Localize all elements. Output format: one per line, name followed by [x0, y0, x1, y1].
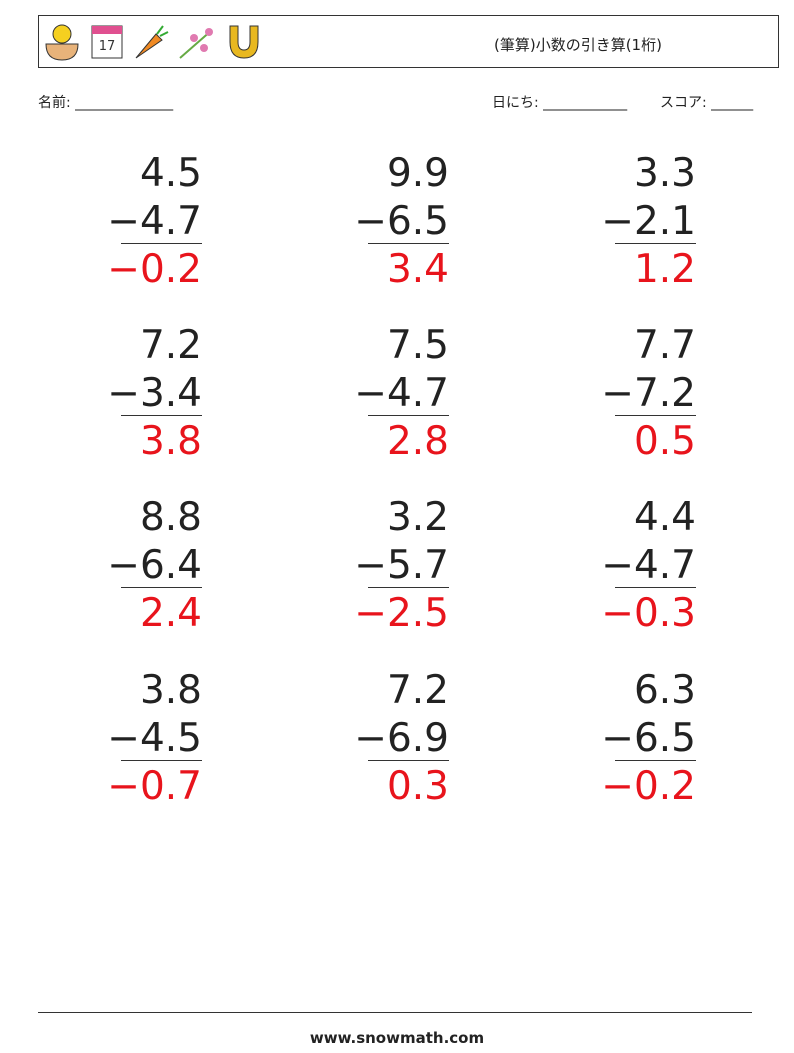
answer-rule — [368, 243, 449, 244]
answer: 2.4 — [139, 591, 202, 636]
minuend: 7.2 — [139, 323, 202, 368]
answer: −2.5 — [354, 591, 449, 636]
name-field: 名前: ______________ — [38, 95, 174, 111]
chick-icon — [52, 24, 72, 44]
subtrahend: −7.2 — [601, 371, 696, 416]
minuend: 6.3 — [633, 668, 696, 713]
minuend: 7.5 — [386, 323, 449, 368]
flower — [205, 28, 213, 36]
minuend: 7.2 — [386, 668, 449, 713]
egg-icon — [45, 43, 79, 61]
answer: 2.8 — [386, 419, 449, 464]
header-box — [38, 15, 779, 68]
answer-rule — [121, 415, 202, 416]
score-field: スコア: ______ — [660, 95, 754, 111]
answer-rule — [615, 243, 696, 244]
minuend: 3.8 — [139, 668, 202, 713]
calendar-top — [92, 26, 122, 34]
subtrahend: −3.4 — [107, 371, 202, 416]
minuend: 4.4 — [633, 495, 696, 540]
minuend: 9.9 — [386, 151, 449, 196]
answer-rule — [121, 587, 202, 588]
answer: 3.8 — [139, 419, 202, 464]
minuend: 8.8 — [139, 495, 202, 540]
answer: 1.2 — [633, 247, 696, 292]
flower — [190, 34, 198, 42]
answer: 0.3 — [386, 764, 449, 809]
subtrahend: −6.5 — [601, 716, 696, 761]
subtrahend: −2.1 — [601, 199, 696, 244]
answer-rule — [368, 415, 449, 416]
answer: −0.7 — [107, 764, 202, 809]
answer-rule — [121, 760, 202, 761]
answer: 0.5 — [633, 419, 696, 464]
carrot-icon — [135, 33, 163, 59]
minuend: 3.2 — [386, 495, 449, 540]
subtrahend: −6.9 — [354, 716, 449, 761]
answer-rule — [615, 415, 696, 416]
subtrahend: −6.4 — [107, 543, 202, 588]
footer-rule — [38, 1012, 752, 1013]
answer-rule — [368, 760, 449, 761]
minuend: 4.5 — [139, 151, 202, 196]
subtrahend: −4.7 — [601, 543, 696, 588]
calendar-day: 17 — [99, 39, 116, 54]
title: (筆算)小数の引き算(1桁) — [494, 36, 662, 54]
flower — [200, 44, 208, 52]
carrot-leaf — [156, 25, 169, 37]
subtrahend: −4.5 — [107, 716, 202, 761]
subtrahend: −4.7 — [354, 371, 449, 416]
footer-site: www.snowmath.com — [309, 1029, 485, 1047]
answer-rule — [615, 760, 696, 761]
answer-rule — [615, 587, 696, 588]
horseshoe-icon — [229, 25, 259, 59]
answer: −0.2 — [107, 247, 202, 292]
answer-rule — [121, 243, 202, 244]
header-icons: 17 — [45, 24, 259, 61]
answer: −0.2 — [601, 764, 696, 809]
subtrahend: −5.7 — [354, 543, 449, 588]
answer: −0.3 — [601, 591, 696, 636]
minuend: 7.7 — [633, 323, 696, 368]
answer-rule — [368, 587, 449, 588]
answer: 3.4 — [386, 247, 449, 292]
minuend: 3.3 — [633, 151, 696, 196]
subtrahend: −6.5 — [354, 199, 449, 244]
subtrahend: −4.7 — [107, 199, 202, 244]
date-field: 日にち: ____________ — [492, 95, 628, 111]
